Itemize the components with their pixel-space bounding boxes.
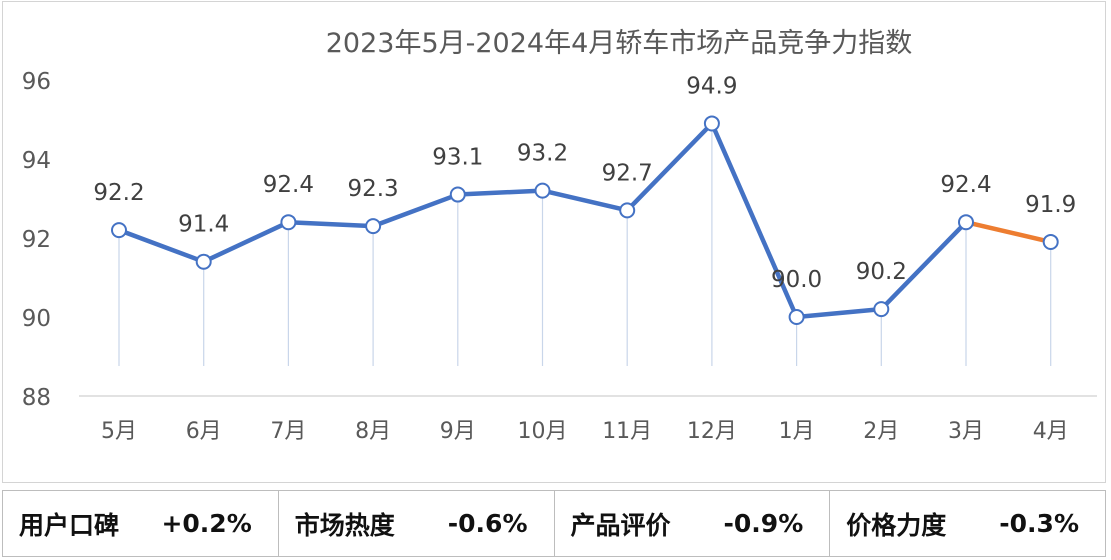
metric-label: 市场热度 (294, 510, 395, 540)
y-tick-label: 90 (22, 306, 51, 332)
metric-product-rating: 产品评价 -0.9% (555, 491, 831, 556)
y-axis: 96 94 92 90 88 (22, 69, 51, 411)
data-point (534, 182, 551, 199)
data-point (195, 253, 212, 270)
data-label: 94.9 (686, 73, 737, 99)
data-label: 90.2 (856, 259, 907, 285)
data-point (280, 214, 297, 231)
y-tick-label: 88 (22, 385, 51, 411)
x-tick-label: 3月 (948, 419, 984, 444)
x-tick-label: 10月 (518, 419, 568, 444)
data-label: 93.2 (517, 141, 568, 167)
data-labels: 92.2 91.4 92.4 92.3 93.1 93.2 92.7 94.9 90.0 90.2… (93, 73, 1076, 293)
x-tick-label: 11月 (602, 419, 652, 444)
metric-value: -0.3% (999, 509, 1079, 538)
data-label: 92.3 (347, 176, 398, 202)
chart-frame: 2023年5月-2024年4月轿车市场产品竞争力指数 96 94 92 90 88 92… (2, 1, 1106, 483)
x-tick-label: 1月 (779, 419, 815, 444)
data-point (958, 214, 974, 231)
y-tick-label: 92 (22, 227, 51, 253)
drop-lines (118, 123, 1052, 366)
chart-title: 2023年5月-2024年4月轿车市场产品竞争力指数 (326, 28, 913, 59)
data-point (619, 202, 636, 219)
metric-value: +0.2% (161, 509, 252, 538)
x-tick-label: 12月 (687, 419, 737, 444)
x-tick-label: 7月 (270, 419, 306, 444)
metrics-bar: 用户口碑 +0.2% 市场热度 -0.6% 产品评价 -0.9% 价格力度 -0… (2, 490, 1106, 557)
data-point (449, 186, 466, 203)
data-points (111, 115, 1059, 325)
metric-value: -0.6% (447, 509, 528, 538)
x-axis: 5月 6月 7月 8月 9月 10月 11月 12月 1月 2月 3月 4月 (79, 395, 1097, 444)
latest-segment-line (963, 219, 1053, 245)
data-point (1042, 233, 1059, 250)
x-tick-label: 6月 (186, 419, 222, 444)
x-tick-label: 9月 (440, 419, 476, 444)
x-tick-label: 2月 (863, 419, 899, 444)
series-lines (118, 121, 1053, 320)
metric-label: 用户口碑 (19, 510, 120, 540)
data-point (788, 309, 805, 325)
data-point (111, 222, 127, 239)
metric-label: 产品评价 (570, 510, 671, 540)
data-label: 90.0 (771, 267, 822, 293)
data-point (873, 301, 890, 318)
line-chart: 2023年5月-2024年4月轿车市场产品竞争力指数 96 94 92 90 88 92… (22, 28, 1097, 444)
data-label: 92.2 (93, 180, 144, 206)
data-label: 92.4 (940, 172, 991, 198)
data-label: 93.1 (432, 145, 483, 171)
x-tick-label: 8月 (355, 419, 391, 444)
data-point (703, 115, 720, 132)
metric-price-strength: 价格力度 -0.3% (830, 491, 1105, 556)
metric-user-reputation: 用户口碑 +0.2% (3, 491, 279, 556)
data-point (365, 218, 382, 235)
data-label: 92.7 (602, 160, 653, 186)
y-tick-label: 94 (22, 148, 51, 174)
y-tick-label: 96 (22, 69, 51, 95)
metric-label: 价格力度 (846, 510, 947, 540)
x-tick-label: 4月 (1033, 419, 1069, 444)
data-label: 92.4 (263, 172, 314, 198)
metric-value: -0.9% (723, 509, 804, 538)
data-label: 91.9 (1025, 192, 1076, 218)
x-tick-label: 5月 (101, 419, 137, 444)
data-label: 91.4 (178, 212, 229, 238)
metric-market-heat: 市场热度 -0.6% (279, 491, 555, 556)
